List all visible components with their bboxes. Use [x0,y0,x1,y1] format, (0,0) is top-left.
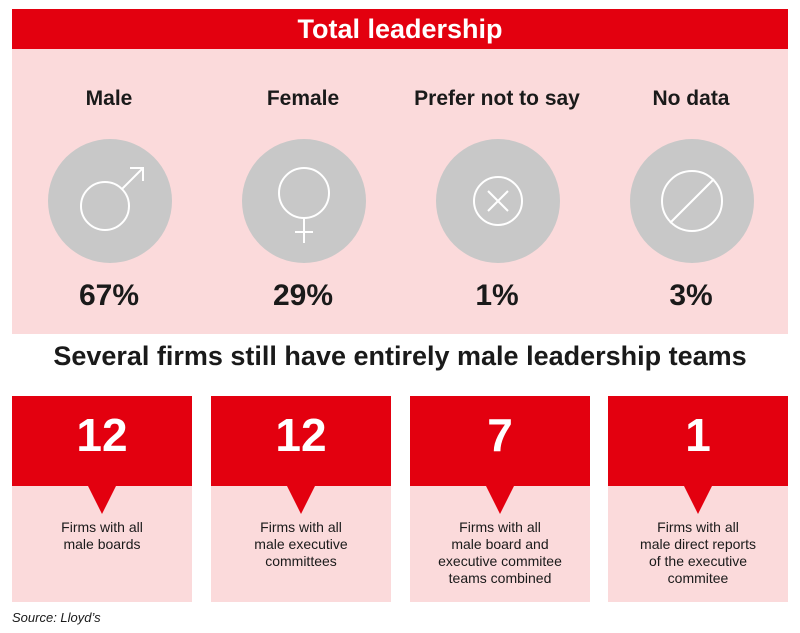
card-banner-shape [211,396,391,514]
stat-label-no-data: No data [652,87,730,110]
card-number: 7 [487,409,513,461]
card-banner-shape [12,396,192,514]
card-male-executive-committees: 12 Firms with all male executive committee… [211,396,391,602]
section-heading: Several firms still have entirely male l… [53,341,747,371]
stat-value-female: 29% [272,279,334,312]
card-banner-shape [410,396,590,514]
stat-male: Male 67% [14,87,204,317]
card-text: Firms with all male board and executive co… [438,519,562,586]
stat-female: Female 29% [208,87,398,317]
card-number: 12 [76,409,128,461]
card-text: Firms with all male executive committees [254,519,348,569]
stat-value-prefer-not-to-say: 1% [475,279,519,312]
male-symbol-icon [48,139,172,263]
stat-label-female: Female [266,87,340,110]
card-male-direct-reports: 1 Firms with all male direct reports of th… [608,396,788,602]
card-text: Firms with all male direct reports of the … [640,519,756,586]
x-circle-icon [436,139,560,263]
source-note: Source: Lloyd’s [12,610,101,625]
stat-value-no-data: 3% [669,279,713,312]
card-banner-shape [608,396,788,514]
card-male-boards: 12 Firms with all male boards [12,396,192,602]
stat-value-male: 67% [78,279,140,312]
total-leadership-panel: Total leadership Male 67% Female 29% Pre… [12,9,788,334]
card-male-board-and-executive: 7 Firms with all male board and executive … [410,396,590,602]
card-text: Firms with all male boards [61,519,143,552]
card-number: 1 [685,409,711,461]
stat-label-prefer-not-to-say: Prefer not to say [414,87,580,110]
stat-prefer-not-to-say: Prefer not to say 1% [402,87,592,317]
panel-title: Total leadership [12,9,788,49]
card-number: 12 [275,409,327,461]
stat-no-data: No data 3% [596,87,786,317]
female-symbol-icon [242,139,366,263]
stat-label-male: Male [85,87,133,110]
slash-circle-icon [630,139,754,263]
